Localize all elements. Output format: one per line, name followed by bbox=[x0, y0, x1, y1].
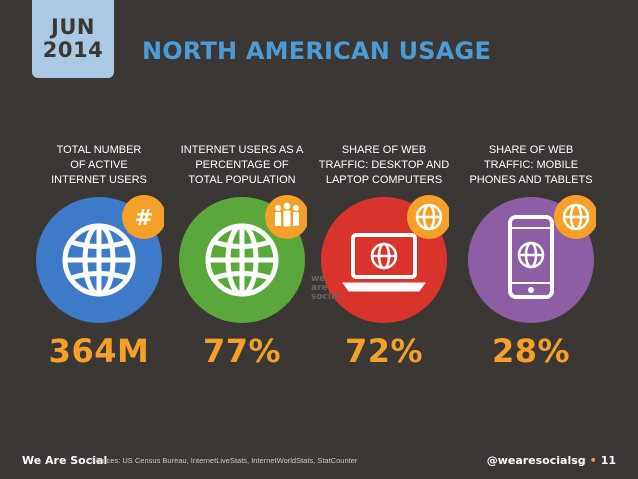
footer-separator: • bbox=[589, 454, 597, 467]
stat-value: 364M bbox=[48, 332, 150, 370]
date-month: JUN bbox=[51, 15, 95, 39]
globe-icon bbox=[205, 223, 279, 297]
stat-circle: # bbox=[36, 195, 164, 323]
footer-sources: • Sources: US Census Bureau, InternetLiv… bbox=[86, 456, 358, 465]
people-icon bbox=[265, 195, 307, 239]
stat-value: 77% bbox=[202, 332, 282, 370]
stat-mobile-share: SHARE OF WEB TRAFFIC: MOBILE PHONES AND … bbox=[456, 0, 606, 479]
footer-handle: @wearesocialsg bbox=[486, 454, 586, 467]
stat-label: TOTAL NUMBER OF ACTIVE INTERNET USERS bbox=[51, 144, 147, 186]
footer-right: @wearesocialsg • 11 bbox=[487, 454, 616, 467]
stat-label: SHARE OF WEB TRAFFIC: DESKTOP AND LAPTOP… bbox=[318, 144, 450, 186]
stat-circle bbox=[468, 195, 596, 323]
footer: We Are Social • Sources: US Census Burea… bbox=[0, 450, 638, 479]
phone-icon bbox=[508, 215, 554, 299]
stat-label: INTERNET USERS AS A PERCENTAGE OF TOTAL … bbox=[180, 144, 304, 186]
hashtag-badge: # bbox=[122, 195, 164, 239]
stat-value: 28% bbox=[491, 332, 571, 370]
stat-circle bbox=[321, 195, 449, 323]
footer-brand: We Are Social bbox=[22, 454, 108, 467]
page-title: NORTH AMERICAN USAGE bbox=[142, 37, 492, 65]
stat-value: 72% bbox=[344, 332, 424, 370]
date-year: 2014 bbox=[42, 38, 104, 62]
globe-badge bbox=[554, 195, 596, 239]
stat-circle bbox=[179, 195, 307, 323]
date-badge: JUN 2014 bbox=[32, 0, 114, 78]
stat-label: SHARE OF WEB TRAFFIC: MOBILE PHONES AND … bbox=[469, 144, 593, 186]
stat-desktop-share: SHARE OF WEB TRAFFIC: DESKTOP AND LAPTOP… bbox=[309, 0, 459, 479]
svg-text:#: # bbox=[135, 206, 153, 231]
globe-icon bbox=[62, 223, 136, 297]
page-number: 11 bbox=[600, 454, 616, 467]
stat-total-users: TOTAL NUMBER OF ACTIVE INTERNET USERS # … bbox=[24, 0, 174, 479]
globe-badge bbox=[407, 195, 449, 239]
stat-penetration: INTERNET USERS AS A PERCENTAGE OF TOTAL … bbox=[167, 0, 317, 479]
laptop-icon bbox=[342, 233, 426, 292]
we-are-social-watermark: we are social bbox=[311, 274, 341, 302]
